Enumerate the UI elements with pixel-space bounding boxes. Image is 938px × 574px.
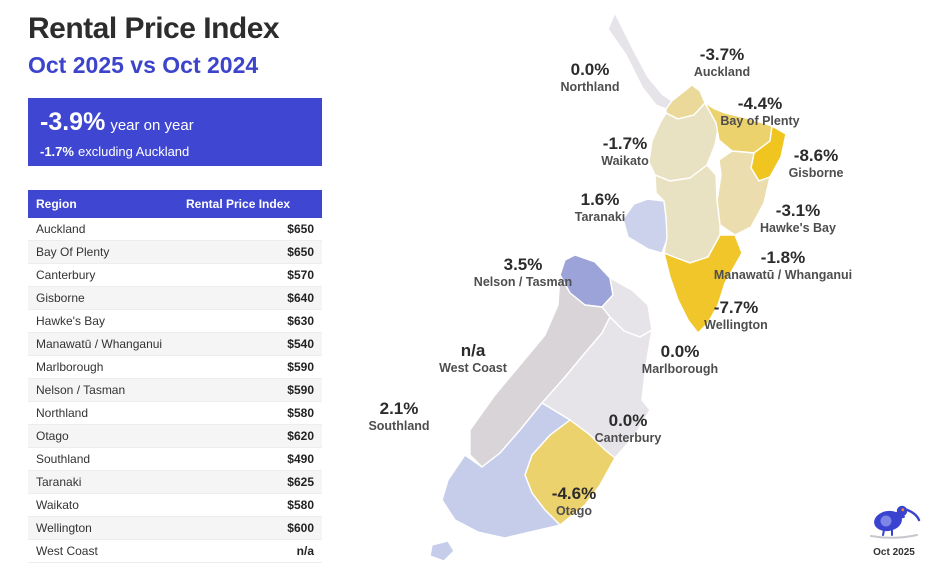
- nz-choropleth-map: [429, 12, 787, 562]
- table-row[interactable]: Nelson / Tasman $590: [28, 378, 322, 402]
- cell-value: $590: [178, 378, 322, 402]
- ex-auckland-label: excluding Auckland: [77, 144, 190, 159]
- cell-value: $650: [178, 218, 322, 241]
- table-row[interactable]: Canterbury $570: [28, 263, 322, 287]
- cell-region: Hawke's Bay: [28, 309, 178, 333]
- cell-value: n/a: [178, 539, 322, 563]
- cell-value: $625: [178, 470, 322, 494]
- map-region-stewart-island[interactable]: [429, 540, 455, 562]
- column-header-index: Rental Price Index: [178, 190, 322, 218]
- region-price-table: Region Rental Price Index Auckland $650 B…: [28, 190, 322, 563]
- cell-value: $630: [178, 309, 322, 333]
- cell-value: $570: [178, 263, 322, 287]
- page-subtitle: Oct 2025 vs Oct 2024: [28, 52, 259, 78]
- table-row[interactable]: Bay Of Plenty $650: [28, 240, 322, 264]
- cell-value: $590: [178, 355, 322, 379]
- cell-region: Gisborne: [28, 286, 178, 310]
- yoy-change-label: year on year: [110, 117, 194, 134]
- cell-value: $650: [178, 240, 322, 264]
- map-region-hawkes-bay[interactable]: [716, 150, 771, 236]
- page-title: Rental Price Index: [28, 12, 280, 45]
- table-row[interactable]: Auckland $650: [28, 218, 322, 241]
- cell-region: Taranaki: [28, 470, 178, 494]
- table-row[interactable]: West Coast n/a: [28, 539, 322, 563]
- footer-date: Oct 2025: [873, 547, 915, 558]
- cell-value: $540: [178, 332, 322, 356]
- cell-value: $490: [178, 447, 322, 471]
- map-region-southland[interactable]: [441, 402, 571, 539]
- cell-region: Waikato: [28, 493, 178, 517]
- table-row[interactable]: Manawatū / Whanganui $540: [28, 332, 322, 356]
- cell-value: $620: [178, 424, 322, 448]
- cell-region: Bay Of Plenty: [28, 240, 178, 264]
- ex-auckland-value: -1.7%: [40, 144, 74, 159]
- cell-region: Otago: [28, 424, 178, 448]
- table-row[interactable]: Wellington $600: [28, 516, 322, 540]
- table-row[interactable]: Taranaki $625: [28, 470, 322, 494]
- map-region-wellington[interactable]: [663, 234, 743, 334]
- cell-region: Marlborough: [28, 355, 178, 379]
- table-row[interactable]: Gisborne $640: [28, 286, 322, 310]
- cell-region: Southland: [28, 447, 178, 471]
- map-region-taranaki[interactable]: [622, 198, 669, 254]
- table-header: Region Rental Price Index: [28, 190, 322, 218]
- kiwi-logo-icon: [870, 505, 921, 539]
- cell-region: Canterbury: [28, 263, 178, 287]
- map-region-northland[interactable]: [607, 12, 673, 110]
- yoy-change-value: -3.9%: [40, 108, 106, 136]
- cell-value: $640: [178, 286, 322, 310]
- table-row[interactable]: Marlborough $590: [28, 355, 322, 379]
- cell-value: $600: [178, 516, 322, 540]
- cell-region: Northland: [28, 401, 178, 425]
- cell-region: Manawatū / Whanganui: [28, 332, 178, 356]
- table-row[interactable]: Waikato $580: [28, 493, 322, 517]
- brand-footer: Oct 2025: [862, 502, 926, 558]
- table-row[interactable]: Southland $490: [28, 447, 322, 471]
- cell-region: Nelson / Tasman: [28, 378, 178, 402]
- table-row[interactable]: Hawke's Bay $630: [28, 309, 322, 333]
- column-header-region: Region: [28, 190, 178, 218]
- cell-value: $580: [178, 493, 322, 517]
- cell-region: Wellington: [28, 516, 178, 540]
- summary-card: -3.9% year on year -1.7% excluding Aucklan…: [28, 98, 322, 166]
- table-row[interactable]: Otago $620: [28, 424, 322, 448]
- cell-value: $580: [178, 401, 322, 425]
- table-row[interactable]: Northland $580: [28, 401, 322, 425]
- cell-region: West Coast: [28, 539, 178, 563]
- cell-region: Auckland: [28, 218, 178, 241]
